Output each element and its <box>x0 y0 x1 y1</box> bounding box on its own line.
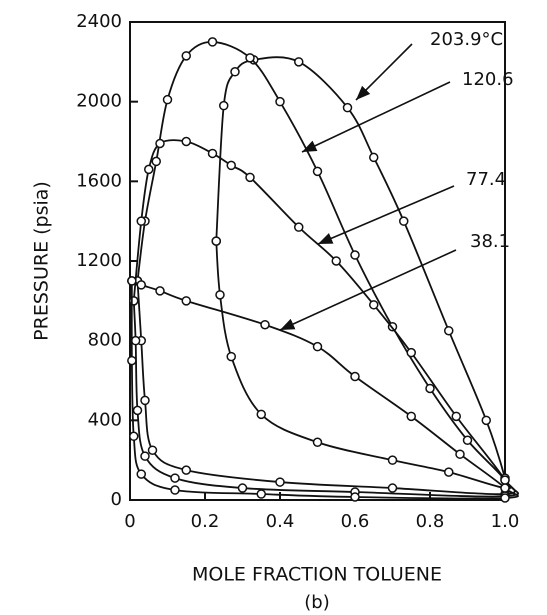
data-point <box>444 325 454 336</box>
data-point <box>136 216 146 226</box>
data-point <box>170 485 180 495</box>
data-point <box>245 172 255 183</box>
data-point <box>350 250 360 260</box>
y-tick-label: 1600 <box>76 170 122 191</box>
data-point <box>181 51 191 61</box>
y-tick-label: 0 <box>111 489 122 510</box>
data-point <box>155 138 165 149</box>
data-point <box>444 467 454 477</box>
data-point <box>132 405 143 416</box>
data-point <box>130 335 141 346</box>
data-point <box>455 449 465 459</box>
annotation-arrow <box>279 249 457 331</box>
data-point <box>406 411 416 422</box>
data-point <box>260 319 270 330</box>
caption: (b) <box>304 592 329 613</box>
x-axis-label: MOLE FRACTION TOLUENE <box>192 564 442 586</box>
plot-frame <box>129 21 506 501</box>
data-point <box>211 236 221 246</box>
series-label: 38.1 <box>470 231 510 252</box>
data-point <box>127 276 137 286</box>
data-point <box>462 435 473 445</box>
data-point <box>425 383 435 394</box>
data-point <box>500 483 510 493</box>
data-point <box>387 483 398 493</box>
data-point <box>129 431 139 442</box>
data-point <box>275 96 285 107</box>
data-point <box>481 415 491 426</box>
y-tick-label: 2400 <box>76 11 122 32</box>
data-point <box>215 290 225 300</box>
data-point <box>245 53 255 63</box>
envelope-line <box>132 139 520 498</box>
data-point <box>181 136 191 147</box>
data-point <box>500 493 510 503</box>
data-point <box>350 492 360 502</box>
series-label: 203.9°C <box>430 29 503 50</box>
data-point <box>155 286 165 296</box>
x-tick-label: 1.0 <box>491 511 520 532</box>
data-point <box>170 473 180 483</box>
data-point <box>312 437 323 447</box>
data-point <box>256 489 266 499</box>
data-point <box>312 166 323 177</box>
data-point <box>162 94 173 105</box>
data-point <box>342 102 353 113</box>
data-point <box>136 280 146 290</box>
data-point <box>147 445 158 455</box>
x-tick-label: 0.2 <box>191 511 220 532</box>
data-point <box>312 341 323 352</box>
annotation-arrow <box>355 43 413 101</box>
envelope-line <box>136 41 516 496</box>
annotation-arrow <box>301 81 451 153</box>
data-point <box>144 164 154 175</box>
data-point <box>140 395 150 406</box>
series-label: 77.4 <box>466 169 506 190</box>
data-point <box>207 148 218 159</box>
data-point <box>387 455 398 465</box>
data-point <box>151 156 161 167</box>
data-point <box>207 37 218 47</box>
x-tick-label: 0.6 <box>341 511 370 532</box>
x-tick-label: 0.8 <box>416 511 445 532</box>
y-tick-label: 2000 <box>76 91 122 112</box>
data-point <box>500 475 510 485</box>
data-point <box>127 355 137 366</box>
data-point <box>406 347 416 358</box>
data-point <box>226 351 236 362</box>
y-tick-label: 800 <box>88 330 122 351</box>
y-tick-label: 1200 <box>76 250 122 271</box>
data-point <box>350 371 360 382</box>
data-point <box>294 57 304 67</box>
annotation-arrow <box>317 185 455 245</box>
data-point <box>140 451 150 461</box>
data-point <box>369 152 379 163</box>
x-tick-label: 0 <box>124 511 135 532</box>
data-point <box>230 67 240 77</box>
x-tick-label: 0.4 <box>266 511 295 532</box>
data-point <box>219 100 229 111</box>
data-point <box>136 469 146 479</box>
data-point <box>226 160 236 171</box>
data-point <box>181 296 191 306</box>
data-point <box>294 222 304 232</box>
data-point <box>275 477 285 487</box>
envelope-line <box>130 280 519 500</box>
series-label: 120.6 <box>462 69 514 90</box>
y-tick-label: 400 <box>88 409 122 430</box>
data-point <box>181 465 191 475</box>
data-point <box>237 483 248 493</box>
data-point <box>369 300 379 310</box>
data-point <box>331 256 341 266</box>
data-point <box>399 216 409 226</box>
y-axis-label: PRESSURE (psia) <box>31 181 53 341</box>
data-point <box>256 409 266 420</box>
data-point <box>451 411 461 422</box>
